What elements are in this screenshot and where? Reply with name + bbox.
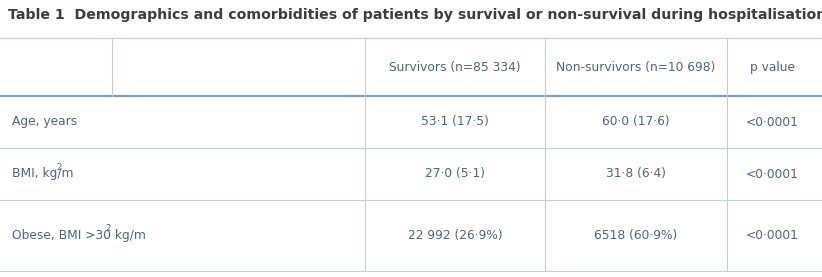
Text: 2: 2 (57, 163, 62, 171)
Text: Obese, BMI >30 kg/m: Obese, BMI >30 kg/m (12, 229, 145, 242)
Text: <0·0001: <0·0001 (746, 168, 799, 181)
Text: BMI, kg/m: BMI, kg/m (12, 168, 73, 181)
Text: 2: 2 (105, 224, 110, 233)
Text: <0·0001: <0·0001 (746, 229, 799, 242)
Text: 53·1 (17·5): 53·1 (17·5) (421, 116, 489, 129)
Text: p value: p value (750, 60, 795, 73)
Text: Survivors (n=85 334): Survivors (n=85 334) (389, 60, 521, 73)
Text: Table 1  Demographics and comorbidities of patients by survival or non-survival : Table 1 Demographics and comorbidities o… (8, 8, 822, 22)
Text: 31·8 (6·4): 31·8 (6·4) (606, 168, 666, 181)
Text: 27·0 (5·1): 27·0 (5·1) (425, 168, 485, 181)
Text: Non-survivors (n=10 698): Non-survivors (n=10 698) (556, 60, 716, 73)
Text: <0·0001: <0·0001 (746, 116, 799, 129)
Text: 60·0 (17·6): 60·0 (17·6) (603, 116, 670, 129)
Text: Age, years: Age, years (12, 116, 77, 129)
Text: 6518 (60·9%): 6518 (60·9%) (594, 229, 677, 242)
Text: 22 992 (26·9%): 22 992 (26·9%) (408, 229, 502, 242)
